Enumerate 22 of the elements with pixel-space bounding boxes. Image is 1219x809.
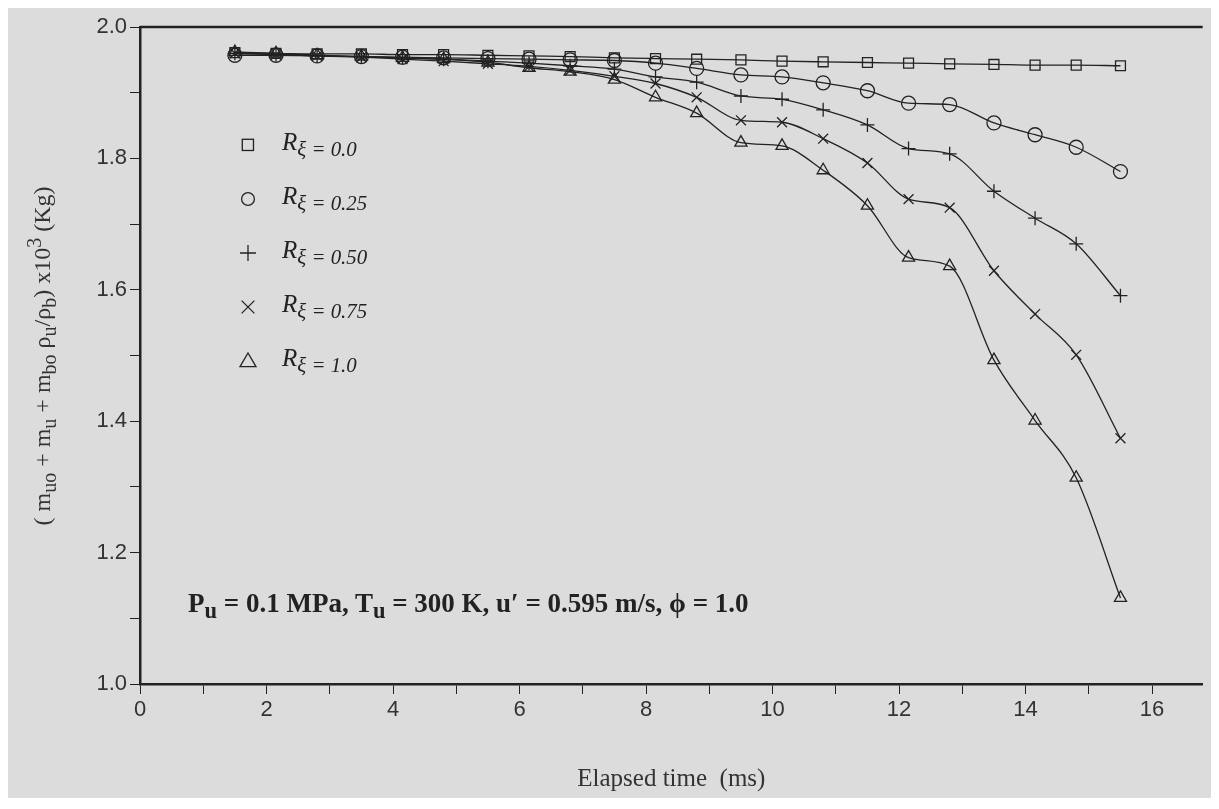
- annotation: P$_{u}$ = 0.1 MPa, T$_{u}$ = 300 K, u′ = 0.595 m/s, ϕ = 1.0: [188, 588, 749, 625]
- x-tick-label: 4: [386, 696, 400, 722]
- y-tick-label: 1.0: [96, 670, 127, 696]
- x-tick-label: 2: [260, 696, 273, 722]
- y-tick-label: 1.8: [96, 144, 127, 170]
- x-tick-label: 8: [639, 696, 653, 722]
- x-tick-label: 6: [513, 696, 526, 722]
- legend-label: R$_{ξ = 0.25}$: [282, 182, 368, 216]
- legend-label: R$_{ξ = 0.75}$: [282, 290, 368, 324]
- legend-label: R$_{ξ = 1.0}$: [282, 344, 357, 378]
- legend-label: R$_{ξ = 0.50}$: [282, 236, 368, 270]
- x-tick-label: 0: [133, 696, 147, 722]
- x-tick-label: 10: [760, 696, 785, 722]
- x-tick-label: 14: [1013, 696, 1038, 722]
- y-tick-label: 1.4: [96, 407, 127, 433]
- x-tick-label: 12: [886, 696, 912, 722]
- x-tick-label: 16: [1139, 696, 1165, 722]
- y-tick-label: 1.2: [96, 538, 127, 564]
- legend-label: R$_{ξ = 0.0}$: [282, 128, 357, 162]
- y-tick-label: 1.6: [96, 275, 127, 301]
- y-tick-label: 2.0: [96, 13, 127, 39]
- x-axis-title: Elapsed time (ms): [577, 763, 766, 792]
